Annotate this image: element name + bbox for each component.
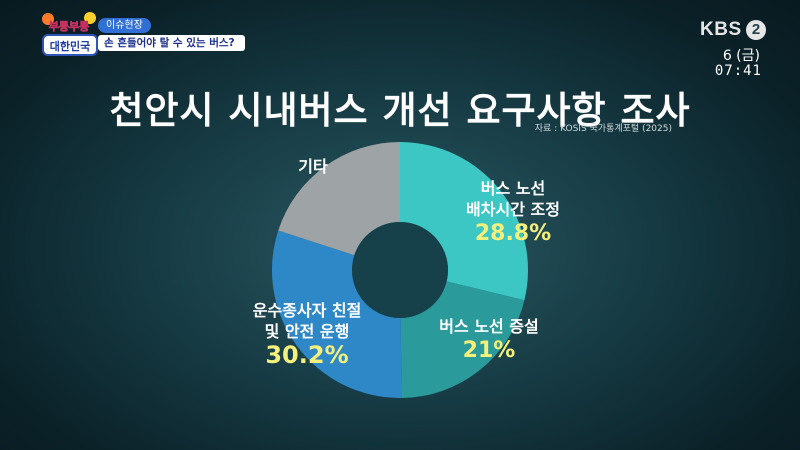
donut-slice-3 (278, 142, 400, 256)
slice-0-label-line2: 배차시간 조정 (466, 200, 560, 219)
channel-name: KBS (700, 19, 742, 40)
logo-bottom-text: 대한민국 (42, 34, 98, 56)
donut-slice-1 (400, 281, 525, 398)
slice-2-label-line2: 및 안전 운행 (264, 322, 350, 341)
slice-label-0: 버스 노선 배차시간 조정 28.8% (438, 178, 588, 247)
donut-slice-0 (400, 142, 528, 301)
slice-label-2: 운수종사자 친절 및 안전 운행 30.2% (232, 300, 382, 369)
slice-3-label-line1: 기타 (298, 157, 328, 176)
segment-title: 손 흔들어야 탈 수 있는 버스? (98, 35, 245, 51)
slice-1-value: 21% (462, 338, 516, 363)
program-logo: 부릉부릉 대한민국 (40, 10, 100, 62)
slice-1-label-line1: 버스 노선 증설 (439, 317, 539, 336)
broadcast-date: 6 (금) (722, 48, 760, 64)
logo-top-text: 부릉부릉 (48, 20, 90, 34)
slice-2-value: 30.2% (265, 341, 349, 369)
channel-number: 2 (746, 20, 766, 40)
logo-ball-yellow (84, 12, 96, 24)
kbs2-logo: KBS 2 (700, 19, 766, 41)
chart-title: 천안시 시내버스 개선 요구사항 조사 (109, 89, 691, 132)
donut-hole (352, 222, 448, 318)
source-note: 자료 : KOSIS 국가통계포털 (2025) (534, 124, 672, 134)
slice-2-label-line1: 운수종사자 친절 (252, 301, 362, 320)
slice-label-3: 기타 (288, 156, 338, 177)
donut-slice-2 (271, 230, 402, 398)
logo-ball-orange (42, 13, 54, 25)
slice-label-1: 버스 노선 증설 21% (414, 316, 564, 364)
segment-tag: 이슈현장 (98, 18, 151, 33)
broadcast-time: 07:41 (714, 63, 762, 79)
slice-0-value: 28.8% (474, 221, 552, 246)
slice-0-label-line1: 버스 노선 (480, 179, 546, 198)
